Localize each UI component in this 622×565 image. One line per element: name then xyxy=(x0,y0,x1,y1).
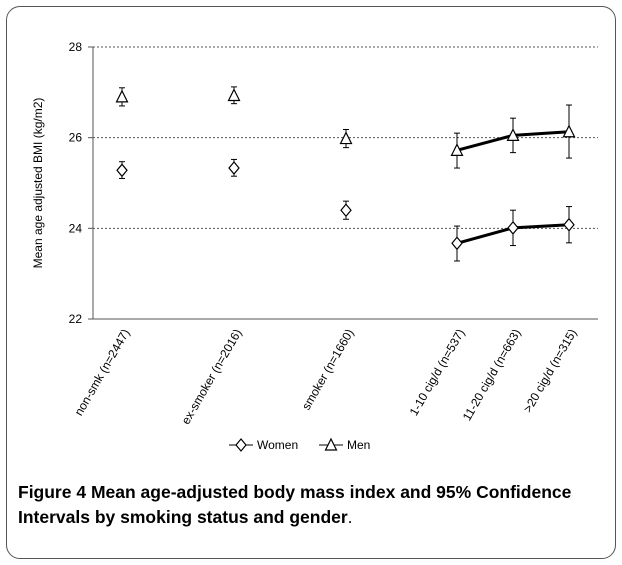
data-point xyxy=(507,220,519,235)
x-tick-label: smoker (n=1660) xyxy=(299,327,357,413)
data-point xyxy=(506,128,520,141)
caption-end: . xyxy=(347,507,353,527)
data-point xyxy=(562,124,576,138)
legend-label: Women xyxy=(257,438,298,452)
legend-marker-women xyxy=(235,438,247,452)
y-tick-label: 28 xyxy=(69,40,83,54)
y-tick-label: 26 xyxy=(69,131,83,145)
x-tick-label: >20 cig/d (n=315) xyxy=(520,327,579,415)
data-point xyxy=(228,161,240,175)
figure-frame xyxy=(6,6,616,559)
x-tick-label: non-smk (n=2447) xyxy=(72,326,133,418)
data-point xyxy=(116,163,128,178)
caption-figure-label: Figure 4 xyxy=(18,482,87,502)
data-point xyxy=(339,131,353,145)
series-women xyxy=(116,158,575,262)
x-tick-label: ex-smoker (n=2016) xyxy=(179,327,245,427)
caption-title: Mean age-adjusted body mass index and 95… xyxy=(18,482,572,527)
data-point xyxy=(115,89,129,103)
data-point xyxy=(563,217,575,232)
figure-caption: Figure 4 Mean age-adjusted body mass ind… xyxy=(18,480,608,530)
series-men xyxy=(115,86,576,169)
legend: Women Men xyxy=(229,437,370,452)
series-layer xyxy=(115,86,576,262)
legend-marker-men xyxy=(324,437,338,451)
y-tick-label: 24 xyxy=(69,221,83,235)
data-point xyxy=(227,88,241,102)
data-point xyxy=(450,143,464,156)
chart: 22 24 26 28 Mean age adjusted BMI (kg/m2) no… xyxy=(31,40,598,452)
data-point xyxy=(340,203,352,218)
x-axis: non-smk (n=2447) ex-smoker (n=2016) smoker… xyxy=(72,326,580,426)
y-tick-label: 22 xyxy=(69,312,83,326)
x-tick-label: 1-10 cig/d (n=537) xyxy=(407,327,468,419)
y-axis: 22 24 26 28 Mean age adjusted BMI (kg/m2) xyxy=(31,40,94,326)
legend-label: Men xyxy=(347,438,370,452)
data-point xyxy=(451,236,463,251)
x-tick-label: 11-20 cig/d (n=663) xyxy=(460,327,524,424)
y-axis-label: Mean age adjusted BMI (kg/m2) xyxy=(31,98,45,269)
gridlines xyxy=(93,46,598,320)
